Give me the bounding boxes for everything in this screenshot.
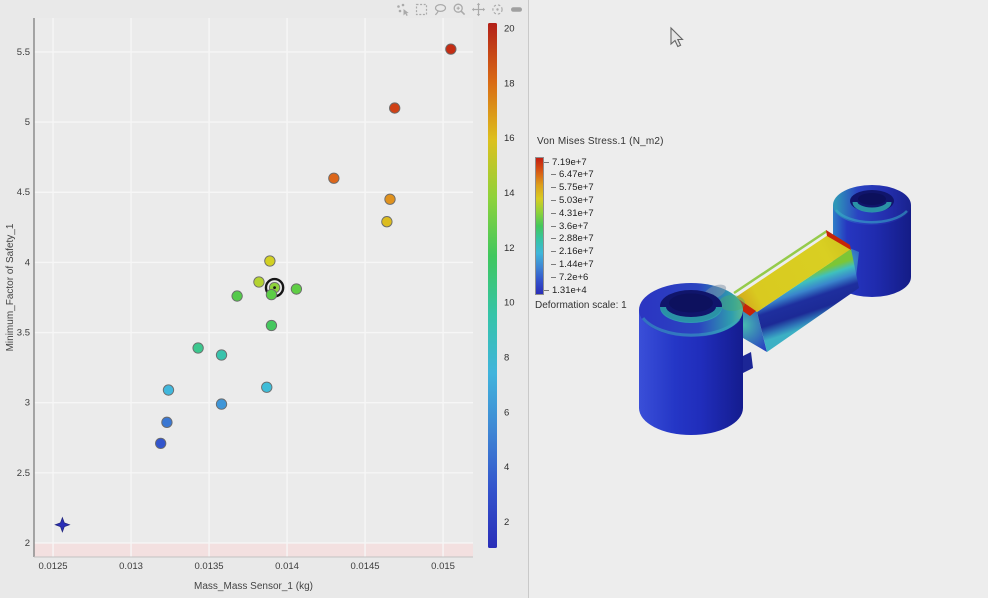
y-tick-label: 4.5 — [17, 187, 30, 198]
design-point[interactable] — [265, 319, 278, 332]
stress-legend-value: 5.03e+7 — [544, 195, 594, 206]
stress-legend-value: 6.47e+7 — [544, 169, 594, 180]
colorbar-tick-label: 20 — [504, 23, 515, 34]
beam-top-face — [736, 235, 851, 312]
stress-legend-value: 1.44e+7 — [544, 259, 594, 270]
design-point[interactable] — [445, 43, 457, 55]
design-point[interactable] — [215, 349, 228, 361]
selection-center-dot — [273, 286, 276, 290]
y-tick-label: 5 — [25, 117, 30, 128]
x-tick-label: 0.0135 — [195, 561, 224, 572]
y-tick-label: 5.5 — [17, 47, 30, 58]
y-tick-label: 3 — [25, 398, 30, 409]
x-tick-label: 0.014 — [275, 561, 299, 572]
x-tick-label: 0.013 — [119, 561, 143, 572]
y-axis-title: Minimum_Factor of Safety_1 — [5, 223, 16, 351]
design-point[interactable] — [192, 342, 204, 354]
beam-right-stress-hotspot — [826, 230, 851, 250]
colorbar-tick-label: 18 — [504, 78, 515, 89]
left-boss-rim-highlight — [641, 317, 741, 337]
zoom-icon[interactable] — [452, 2, 467, 17]
left-hole-inner-wall — [660, 306, 722, 323]
scatter-chart-panel: 2 2.5 3 3.5 4 4.5 5 5.5 0.0125 0.013 0.0135 0.014 0.… — [0, 0, 528, 598]
colorbar-tick-label: 2 — [504, 517, 509, 528]
colorbar-tick-label: 8 — [504, 352, 509, 363]
pan-icon[interactable] — [471, 2, 486, 17]
beam-far-edge-highlight — [733, 229, 828, 295]
fea-model-viewport[interactable] — [529, 0, 988, 598]
design-point[interactable] — [389, 102, 401, 114]
right-boss-rim-highlight — [835, 209, 908, 224]
design-point[interactable] — [264, 255, 276, 267]
plot-area[interactable] — [34, 18, 473, 557]
colorbar — [488, 23, 497, 548]
stress-legend-title: Von Mises Stress.1 (N_m2) — [537, 136, 664, 147]
mouse-cursor — [670, 26, 684, 48]
colorbar-tick-label: 4 — [504, 462, 509, 473]
x-axis-title: Mass_Mass Sensor_1 (kg) — [194, 581, 313, 592]
design-point[interactable] — [215, 398, 228, 410]
design-point[interactable] — [161, 416, 173, 428]
x-tick-label: 0.015 — [431, 561, 455, 572]
beam-side-face — [757, 249, 859, 352]
design-point[interactable] — [290, 283, 303, 295]
left-boss-body — [639, 310, 743, 435]
x-tick-label: 0.0145 — [351, 561, 380, 572]
stress-legend-value: 4.31e+7 — [544, 208, 594, 219]
baseline-design-point[interactable] — [54, 516, 71, 533]
stress-legend-value: 7.19e+7 — [544, 157, 587, 168]
stress-legend-value: 1.31e+4 — [544, 285, 587, 296]
deformation-scale-label: Deformation scale: 1 — [535, 300, 627, 311]
constraint-violation-band — [34, 542, 473, 557]
right-hole-core — [858, 193, 886, 205]
chart-toolbar — [395, 2, 524, 17]
lasso-select-icon[interactable] — [433, 2, 448, 17]
fea-result-panel: Von Mises Stress.1 (N_m2) 7.19e+7 6.47e+7… — [528, 0, 988, 598]
select-points-icon[interactable] — [395, 2, 410, 17]
colorbar-tick-label: 16 — [504, 133, 515, 144]
stress-legend-value: 3.6e+7 — [544, 221, 588, 232]
y-tick-label: 2 — [25, 538, 30, 549]
stress-legend-value: 2.88e+7 — [544, 233, 594, 244]
y-tick-label: 3.5 — [17, 328, 30, 339]
design-point[interactable] — [162, 384, 175, 396]
design-point[interactable] — [265, 289, 278, 301]
box-select-icon[interactable] — [414, 2, 429, 17]
stress-legend-labels: 7.19e+7 6.47e+7 5.75e+7 5.03e+7 4.31e+7 3.6e+… — [544, 157, 634, 296]
colorbar-tick-label: 14 — [504, 188, 515, 199]
stress-legend: Von Mises Stress.1 (N_m2) 7.19e+7 6.47e+7… — [535, 136, 664, 311]
stress-legend-value: 2.16e+7 — [544, 246, 594, 257]
collapse-icon[interactable] — [509, 2, 524, 17]
stress-colorbar — [535, 157, 544, 295]
colorbar-tick-label: 6 — [504, 407, 509, 418]
design-point[interactable] — [253, 276, 265, 288]
design-point[interactable] — [261, 381, 273, 393]
colorbar-tick-label: 12 — [504, 243, 515, 254]
x-tick-label: 0.0125 — [39, 561, 68, 572]
y-tick-label: 4 — [25, 257, 30, 268]
stress-legend-value: 7.2e+6 — [544, 272, 588, 283]
y-tick-label: 2.5 — [17, 468, 30, 479]
right-hole-inner-wall — [852, 201, 892, 213]
design-point[interactable] — [155, 437, 167, 450]
design-point[interactable] — [384, 193, 396, 205]
fea-model-connecting-rod[interactable] — [639, 185, 911, 435]
left-boss-junction-tint — [719, 295, 745, 311]
left-hole-core — [669, 293, 713, 313]
scatter-plot[interactable]: 2 2.5 3 3.5 4 4.5 5 5.5 0.0125 0.013 0.0135 0.014 0.… — [0, 0, 528, 598]
colorbar-tick-label: 10 — [504, 298, 515, 309]
design-point[interactable] — [328, 172, 340, 184]
stress-legend-value: 5.75e+7 — [544, 182, 594, 193]
design-point[interactable] — [231, 290, 243, 302]
design-point[interactable] — [381, 216, 393, 228]
reset-view-icon[interactable] — [490, 2, 505, 17]
